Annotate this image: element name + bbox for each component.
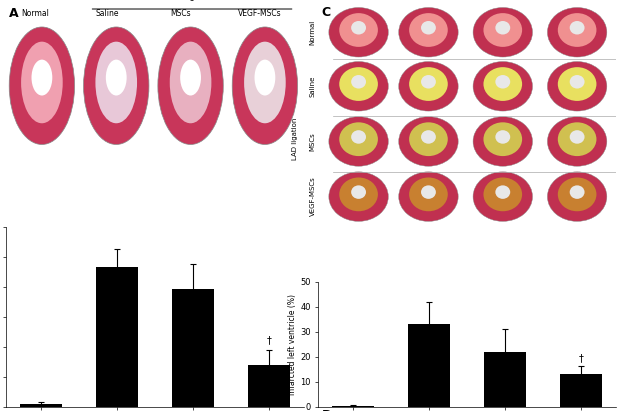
Ellipse shape — [570, 75, 585, 88]
Ellipse shape — [495, 21, 510, 35]
Text: MSCs: MSCs — [170, 9, 190, 18]
Ellipse shape — [339, 122, 378, 156]
Ellipse shape — [339, 13, 378, 47]
Text: Normal: Normal — [21, 9, 49, 18]
Ellipse shape — [351, 185, 366, 199]
Ellipse shape — [329, 172, 388, 222]
Ellipse shape — [473, 117, 532, 166]
Ellipse shape — [570, 130, 585, 144]
Ellipse shape — [399, 172, 458, 222]
Ellipse shape — [473, 62, 532, 111]
Ellipse shape — [339, 178, 378, 211]
Text: D: D — [322, 409, 332, 411]
Ellipse shape — [351, 130, 366, 144]
Bar — [96, 267, 137, 407]
Bar — [248, 365, 290, 407]
Bar — [560, 374, 602, 407]
Ellipse shape — [32, 60, 52, 95]
Ellipse shape — [421, 185, 436, 199]
Ellipse shape — [351, 75, 366, 88]
Ellipse shape — [106, 60, 127, 95]
Ellipse shape — [483, 178, 522, 211]
Text: MSCs: MSCs — [310, 132, 315, 151]
Ellipse shape — [329, 62, 388, 111]
Ellipse shape — [547, 172, 607, 222]
Ellipse shape — [409, 122, 448, 156]
Ellipse shape — [170, 42, 211, 123]
Ellipse shape — [558, 122, 596, 156]
Ellipse shape — [547, 7, 607, 57]
Text: VEGF-MSCs: VEGF-MSCs — [310, 177, 315, 217]
Ellipse shape — [421, 75, 436, 88]
Bar — [408, 324, 450, 407]
Ellipse shape — [409, 178, 448, 211]
Y-axis label: Infarcted left ventricle (%): Infarcted left ventricle (%) — [289, 294, 297, 395]
Ellipse shape — [570, 185, 585, 199]
Ellipse shape — [547, 117, 607, 166]
Ellipse shape — [399, 7, 458, 57]
Text: C: C — [322, 6, 330, 19]
Ellipse shape — [558, 13, 596, 47]
Ellipse shape — [473, 172, 532, 222]
Ellipse shape — [9, 27, 75, 145]
Text: LAD ligation: LAD ligation — [292, 118, 298, 160]
Ellipse shape — [558, 67, 596, 101]
Bar — [485, 352, 526, 407]
Ellipse shape — [399, 62, 458, 111]
Text: Saline: Saline — [310, 76, 315, 97]
Ellipse shape — [495, 75, 510, 88]
Ellipse shape — [495, 130, 510, 144]
Bar — [172, 289, 214, 407]
Text: Normal: Normal — [310, 20, 315, 45]
Ellipse shape — [483, 13, 522, 47]
Ellipse shape — [21, 42, 63, 123]
Ellipse shape — [473, 7, 532, 57]
Ellipse shape — [329, 7, 388, 57]
Ellipse shape — [399, 117, 458, 166]
Ellipse shape — [329, 117, 388, 166]
Text: VEGF-MSCs: VEGF-MSCs — [238, 9, 282, 18]
Ellipse shape — [409, 67, 448, 101]
Ellipse shape — [244, 42, 285, 123]
Ellipse shape — [558, 178, 596, 211]
Ellipse shape — [351, 21, 366, 35]
Ellipse shape — [254, 60, 276, 95]
Ellipse shape — [180, 60, 201, 95]
Ellipse shape — [483, 122, 522, 156]
Ellipse shape — [547, 62, 607, 111]
Text: Saline: Saline — [95, 9, 119, 18]
Ellipse shape — [158, 27, 223, 145]
Bar — [20, 404, 62, 407]
Bar — [332, 406, 374, 407]
Ellipse shape — [95, 42, 137, 123]
Text: †: † — [579, 353, 584, 364]
Ellipse shape — [570, 21, 585, 35]
Ellipse shape — [421, 21, 436, 35]
Text: A: A — [9, 7, 19, 21]
Ellipse shape — [483, 67, 522, 101]
Ellipse shape — [409, 13, 448, 47]
Ellipse shape — [83, 27, 149, 145]
Ellipse shape — [421, 130, 436, 144]
Text: †: † — [267, 335, 272, 345]
Ellipse shape — [339, 67, 378, 101]
Text: LAD ligation: LAD ligation — [165, 0, 216, 1]
Ellipse shape — [495, 185, 510, 199]
Ellipse shape — [232, 27, 297, 145]
